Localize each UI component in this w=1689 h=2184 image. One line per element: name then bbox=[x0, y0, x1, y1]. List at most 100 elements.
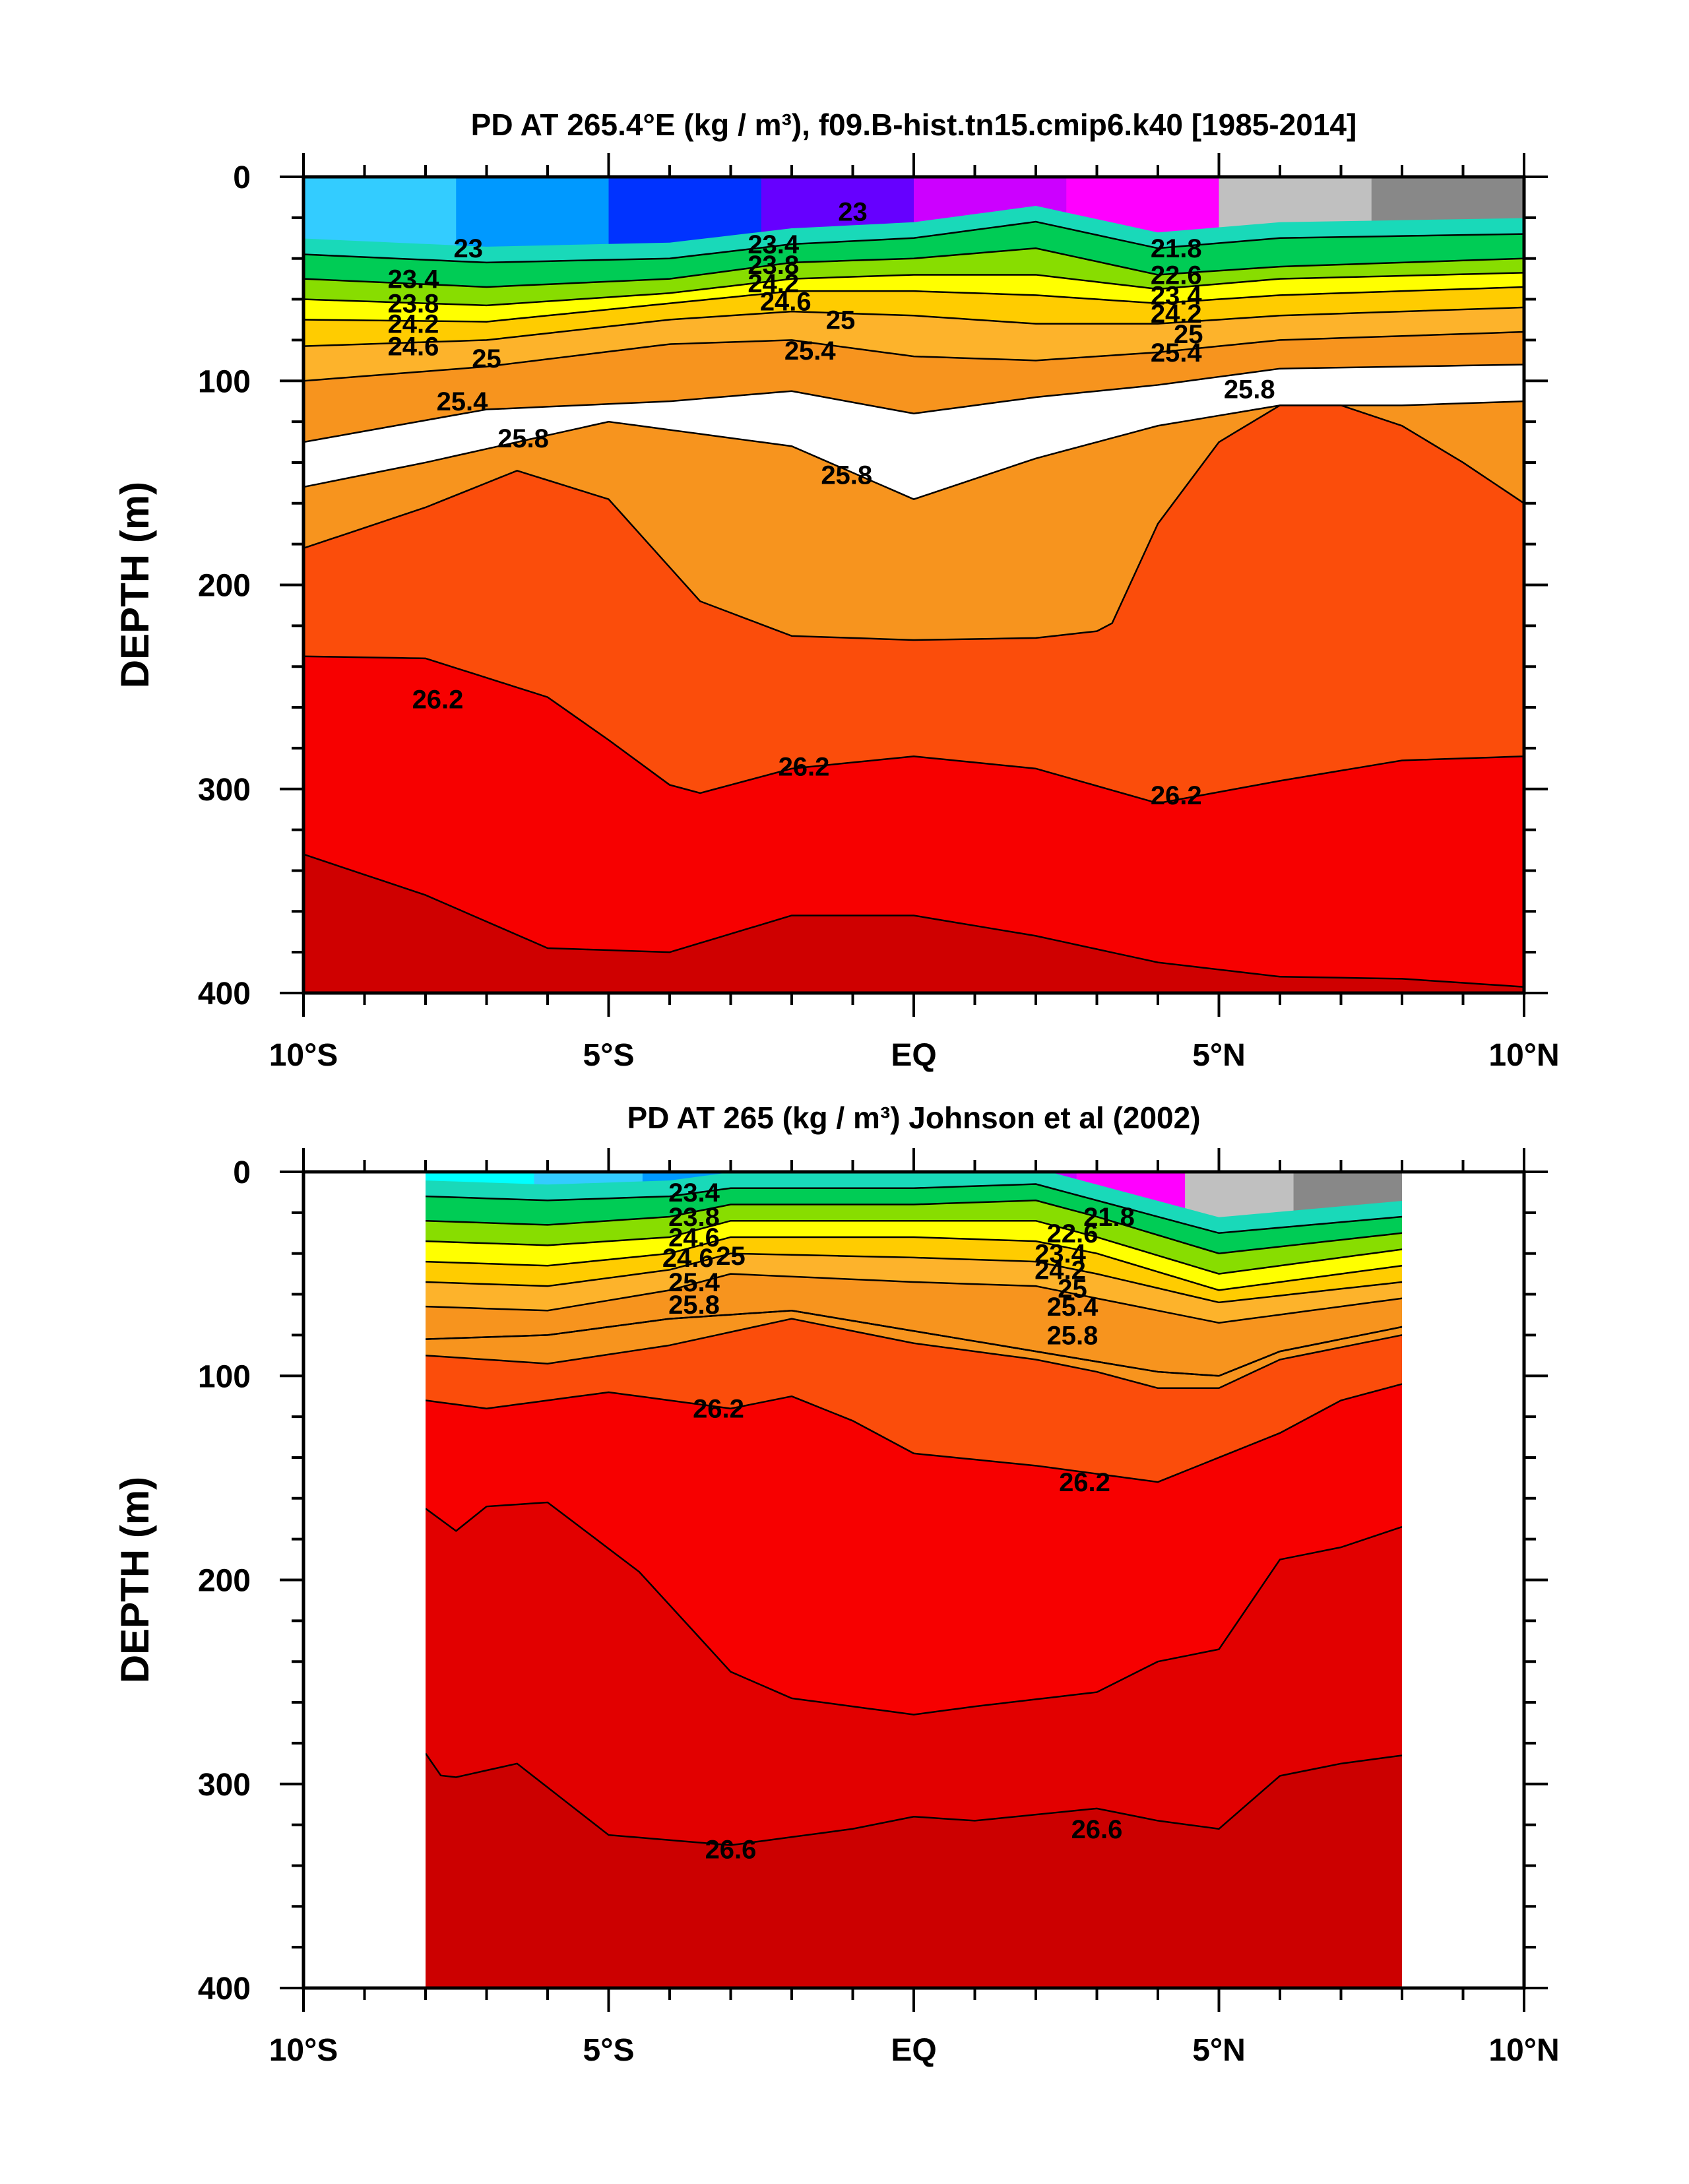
panel-2: 23.423.824.62524.625.425.821.822.623.424… bbox=[113, 1101, 1560, 2068]
contour-label: 25.8 bbox=[497, 424, 549, 453]
contour-label: 24.6 bbox=[668, 1223, 720, 1252]
contour-line bbox=[426, 1183, 1402, 1235]
band-26.6 bbox=[426, 1753, 1402, 1988]
contour-label: 23.4 bbox=[1151, 281, 1203, 310]
band-26.4 bbox=[303, 854, 1524, 993]
thermocline-band-25.4 bbox=[426, 1253, 1402, 1323]
x-tick-label: 5°N bbox=[1192, 1038, 1246, 1073]
thermocline-band-23.8 bbox=[426, 1184, 1402, 1254]
contour-line bbox=[303, 655, 1524, 804]
y-tick-label: 0 bbox=[233, 1155, 251, 1190]
thermocline-band-23.4 bbox=[426, 1172, 1402, 1233]
contour-label: 22.6 bbox=[1151, 261, 1202, 290]
contour-label: 25.4 bbox=[668, 1268, 720, 1297]
thermocline-band-24.6 bbox=[426, 1221, 1402, 1291]
contour-label: 24.6 bbox=[388, 333, 439, 362]
y-tick-label: 300 bbox=[198, 773, 251, 808]
contour-label: 26.6 bbox=[1071, 1815, 1123, 1844]
contour-label: 25 bbox=[826, 305, 856, 335]
x-tick-label: EQ bbox=[891, 1038, 936, 1073]
contour-label: 25.8 bbox=[1047, 1321, 1099, 1350]
contour-line bbox=[303, 404, 1524, 641]
contour-label: 22.6 bbox=[1047, 1219, 1099, 1248]
thermocline-band-25 bbox=[303, 286, 1524, 346]
contour-line bbox=[303, 247, 1524, 288]
contour-line bbox=[303, 331, 1524, 382]
contour-line bbox=[303, 272, 1524, 307]
contour-field bbox=[303, 177, 1524, 993]
thermocline-band-25.8 bbox=[426, 1273, 1402, 1376]
contour-label: 25.4 bbox=[1151, 338, 1203, 368]
contour-label: 26.2 bbox=[693, 1395, 744, 1424]
contour-label: 24.2 bbox=[1035, 1256, 1086, 1285]
y-tick-label: 100 bbox=[198, 364, 251, 399]
contour-line bbox=[426, 1310, 1402, 1377]
contour-line bbox=[426, 1236, 1402, 1291]
contour-label: 26.2 bbox=[1059, 1468, 1110, 1497]
x-tick-label: 5°N bbox=[1192, 2033, 1246, 2068]
contour-line bbox=[426, 1273, 1402, 1324]
y-tick-label: 400 bbox=[198, 977, 251, 1012]
contour-line bbox=[426, 1383, 1402, 1483]
contour-label: 24.6 bbox=[760, 288, 812, 317]
contour-line bbox=[426, 1318, 1402, 1390]
x-tick-label: 10°N bbox=[1488, 2033, 1559, 2068]
contour-label: 25.8 bbox=[821, 461, 872, 490]
contour-label: 24.2 bbox=[748, 269, 799, 298]
chart-title: PD AT 265.4°E (kg / m³), f09.B-hist.tn15… bbox=[471, 108, 1357, 142]
contour-line bbox=[303, 286, 1524, 323]
contour-label: 23.8 bbox=[668, 1203, 720, 1232]
x-tick-label: 5°S bbox=[583, 2033, 635, 2068]
contour-label: 25.8 bbox=[668, 1291, 720, 1320]
contour-label: 23 bbox=[454, 234, 484, 263]
contour-label: 23.8 bbox=[748, 251, 799, 280]
contour-line bbox=[303, 853, 1524, 988]
contour-label: 25.8 bbox=[1224, 375, 1275, 404]
contour-label: 23.4 bbox=[1035, 1240, 1087, 1269]
contour-line bbox=[426, 1501, 1402, 1716]
contour-label: 24.6 bbox=[662, 1244, 714, 1273]
x-tick-label: 10°N bbox=[1488, 1038, 1559, 1073]
x-tick-label: EQ bbox=[891, 2033, 936, 2068]
contour-label: 24.2 bbox=[1151, 300, 1202, 329]
contour-label: 25 bbox=[1174, 320, 1203, 349]
contour-line bbox=[426, 1219, 1402, 1275]
thermocline-band-25.8 bbox=[303, 332, 1524, 443]
contour-field bbox=[426, 1172, 1402, 1988]
y-tick-label: 200 bbox=[198, 569, 251, 604]
contour-line bbox=[426, 1752, 1402, 1846]
contour-label: 26.2 bbox=[779, 753, 830, 782]
contour-label: 25 bbox=[472, 344, 501, 373]
contour-label: 23.4 bbox=[748, 230, 800, 259]
contour-label: 26.2 bbox=[412, 686, 464, 715]
contour-label: 25.4 bbox=[784, 337, 837, 366]
contour-label: 26.6 bbox=[705, 1836, 757, 1865]
contour-label: 23 bbox=[838, 198, 868, 227]
y-tick-label: 400 bbox=[198, 1972, 251, 2007]
contour-label: 26.2 bbox=[1151, 781, 1202, 810]
contour-label: 25 bbox=[716, 1242, 746, 1271]
x-tick-label: 5°S bbox=[583, 1038, 635, 1073]
contour-label: 24.2 bbox=[388, 310, 439, 339]
y-tick-label: 0 bbox=[233, 160, 251, 195]
x-tick-label: 10°S bbox=[269, 1038, 338, 1073]
thermocline-band-23.4 bbox=[303, 206, 1524, 263]
y-tick-label: 100 bbox=[198, 1359, 251, 1394]
chart-title: PD AT 265 (kg / m³) Johnson et al (2002) bbox=[627, 1101, 1200, 1135]
contour-label: 25.4 bbox=[437, 387, 489, 416]
y-axis-label: DEPTH (m) bbox=[113, 1477, 157, 1683]
contour-label: 23.4 bbox=[388, 265, 440, 294]
contour-line bbox=[303, 364, 1524, 443]
contour-label: 25 bbox=[1058, 1274, 1087, 1303]
thermocline-band-25.4 bbox=[303, 307, 1524, 381]
contour-label: 21.8 bbox=[1083, 1203, 1135, 1232]
contour-label: 23.4 bbox=[668, 1178, 720, 1207]
thermocline-band-24.2 bbox=[303, 248, 1524, 305]
contour-label: 25.4 bbox=[1047, 1293, 1099, 1322]
contour-line bbox=[303, 220, 1524, 264]
contour-line bbox=[426, 1252, 1402, 1304]
contour-line bbox=[426, 1200, 1402, 1254]
y-tick-label: 200 bbox=[198, 1564, 251, 1599]
